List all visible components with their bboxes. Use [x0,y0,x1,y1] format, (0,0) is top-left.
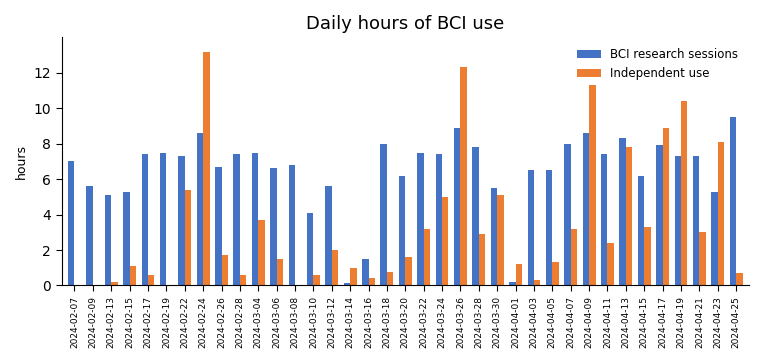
Bar [399,176,405,285]
Bar [607,243,614,285]
Bar [461,68,467,285]
Bar [240,275,246,285]
Bar [332,250,338,285]
Bar [454,128,461,285]
Bar [693,156,699,285]
Bar [479,234,485,285]
Bar [289,165,295,285]
Bar [196,133,203,285]
Bar [203,52,209,285]
Bar [736,273,743,285]
Bar [313,275,320,285]
Bar [730,117,736,285]
Bar [185,190,191,285]
Bar [368,278,375,285]
Bar [123,192,130,285]
Bar [490,188,497,285]
Bar [380,144,387,285]
Bar [527,170,534,285]
Bar [435,154,442,285]
Bar [546,170,552,285]
Bar [270,168,277,285]
Bar [277,259,283,285]
Bar [105,195,112,285]
Bar [565,144,571,285]
Bar [620,138,626,285]
Bar [252,152,258,285]
Bar [178,156,185,285]
Bar [509,282,516,285]
Bar [626,147,633,285]
Bar [516,264,522,285]
Bar [681,101,688,285]
Bar [405,257,412,285]
Bar [717,142,724,285]
Bar [234,154,240,285]
Bar [86,186,93,285]
Bar [656,146,662,285]
Bar [583,133,589,285]
Bar [222,255,228,285]
Bar [497,195,503,285]
Bar [112,282,118,285]
Bar [638,176,644,285]
Bar [141,154,148,285]
Bar [571,229,577,285]
Bar [350,268,357,285]
Legend: BCI research sessions, Independent use: BCI research sessions, Independent use [572,43,743,85]
Bar [362,259,368,285]
Bar [387,272,393,285]
Bar [442,197,448,285]
Bar [215,167,222,285]
Bar [344,283,350,285]
Bar [699,232,706,285]
Bar [675,156,681,285]
Bar [589,85,595,285]
Bar [711,192,717,285]
Bar [130,266,136,285]
Bar [472,147,479,285]
Bar [68,162,74,285]
Bar [160,152,167,285]
Bar [424,229,430,285]
Bar [552,262,558,285]
Bar [325,186,332,285]
Title: Daily hours of BCI use: Daily hours of BCI use [306,15,504,33]
Y-axis label: hours: hours [15,144,28,179]
Bar [258,220,264,285]
Bar [307,213,313,285]
Bar [534,280,540,285]
Bar [417,152,424,285]
Bar [644,227,651,285]
Bar [148,275,154,285]
Bar [662,128,669,285]
Bar [601,154,607,285]
